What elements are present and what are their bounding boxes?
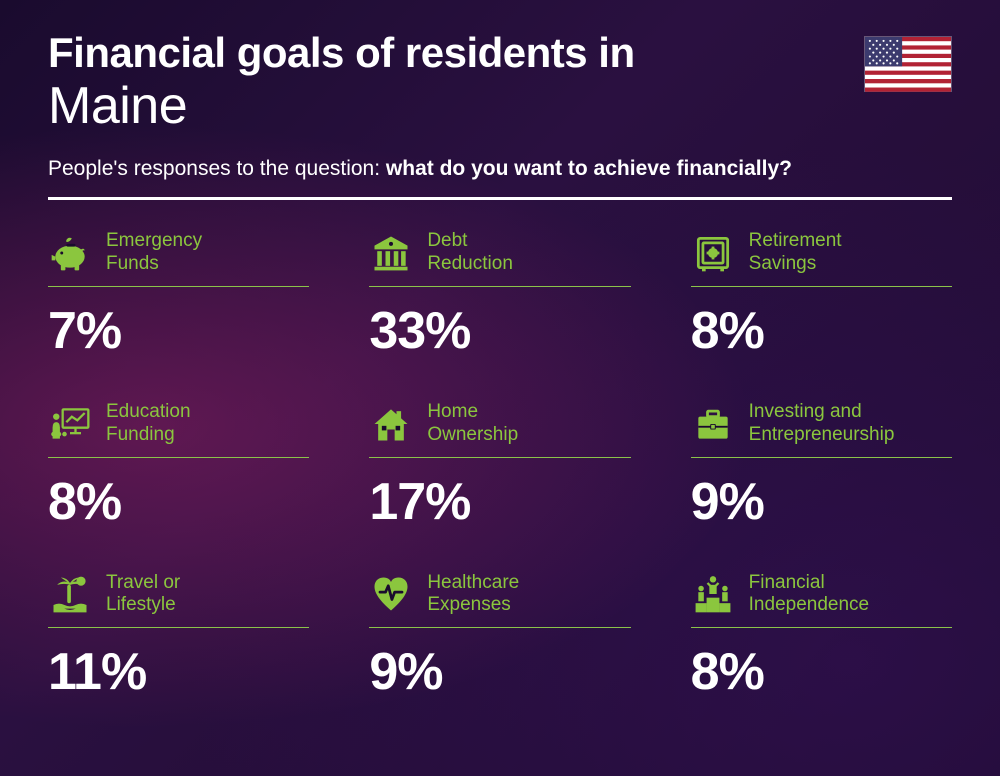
stat-card: EducationFunding 8% xyxy=(48,401,309,532)
title-line-1: Financial goals of residents in xyxy=(48,30,864,76)
stat-value: 9% xyxy=(691,472,952,532)
presentation-icon xyxy=(48,402,92,446)
house-icon xyxy=(369,402,413,446)
card-head: Travel orLifestyle xyxy=(48,572,309,629)
header-row: Financial goals of residents in Maine xyxy=(48,30,952,135)
subtitle: People's responses to the question: what… xyxy=(48,157,952,181)
stat-value: 17% xyxy=(369,472,630,532)
card-head: HealthcareExpenses xyxy=(369,572,630,629)
stat-label: DebtReduction xyxy=(427,230,513,276)
title-line-2: Maine xyxy=(48,78,864,135)
stat-card: DebtReduction 33% xyxy=(369,230,630,361)
card-head: RetirementSavings xyxy=(691,230,952,287)
title-block: Financial goals of residents in Maine xyxy=(48,30,864,135)
stat-label: RetirementSavings xyxy=(749,230,842,276)
card-head: HomeOwnership xyxy=(369,401,630,458)
stat-value: 11% xyxy=(48,642,309,702)
subtitle-prefix: People's responses to the question: xyxy=(48,157,386,180)
subtitle-bold: what do you want to achieve financially? xyxy=(386,157,792,180)
card-head: EmergencyFunds xyxy=(48,230,309,287)
podium-icon xyxy=(691,572,735,616)
piggy-bank-icon xyxy=(48,231,92,275)
stat-label: HomeOwnership xyxy=(427,401,518,447)
stat-label: HealthcareExpenses xyxy=(427,572,519,618)
card-head: FinancialIndependence xyxy=(691,572,952,629)
stat-label: Investing andEntrepreneurship xyxy=(749,401,895,447)
stat-card: EmergencyFunds 7% xyxy=(48,230,309,361)
card-head: Investing andEntrepreneurship xyxy=(691,401,952,458)
infographic-container: Financial goals of residents in Maine xyxy=(0,0,1000,722)
stat-value: 33% xyxy=(369,301,630,361)
stats-grid: EmergencyFunds 7% DebtReduction 33% Reti… xyxy=(48,230,952,702)
stat-card: HomeOwnership 17% xyxy=(369,401,630,532)
heart-pulse-icon xyxy=(369,572,413,616)
stat-card: RetirementSavings 8% xyxy=(691,230,952,361)
stat-card: Travel orLifestyle 11% xyxy=(48,572,309,703)
stat-value: 9% xyxy=(369,642,630,702)
stat-value: 8% xyxy=(48,472,309,532)
stat-card: HealthcareExpenses 9% xyxy=(369,572,630,703)
bank-icon xyxy=(369,231,413,275)
stat-value: 8% xyxy=(691,301,952,361)
card-head: EducationFunding xyxy=(48,401,309,458)
stat-value: 7% xyxy=(48,301,309,361)
divider xyxy=(48,197,952,200)
stat-label: EducationFunding xyxy=(106,401,191,447)
stat-card: FinancialIndependence 8% xyxy=(691,572,952,703)
card-head: DebtReduction xyxy=(369,230,630,287)
stat-label: EmergencyFunds xyxy=(106,230,202,276)
stat-card: Investing andEntrepreneurship 9% xyxy=(691,401,952,532)
palm-icon xyxy=(48,572,92,616)
safe-icon xyxy=(691,231,735,275)
usa-flag-icon xyxy=(864,36,952,92)
stat-label: FinancialIndependence xyxy=(749,572,869,618)
briefcase-icon xyxy=(691,402,735,446)
stat-value: 8% xyxy=(691,642,952,702)
stat-label: Travel orLifestyle xyxy=(106,572,180,618)
